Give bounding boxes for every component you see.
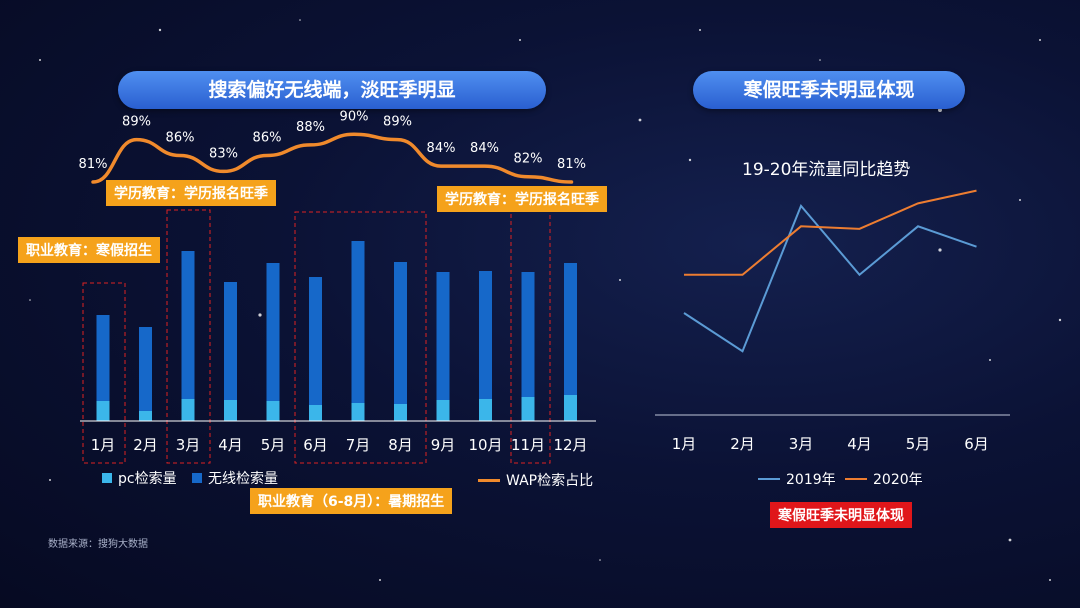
legend-pc-label: pc检索量 bbox=[118, 471, 177, 487]
bar-wireless-4 bbox=[224, 282, 237, 400]
bar-pc-6 bbox=[309, 405, 322, 421]
x-tick-labels: 1月 2月 3月 4月 5月 6月 7月 8月 9月 10月 11月 12月 bbox=[91, 436, 588, 454]
bar-pc-3 bbox=[181, 399, 195, 421]
highlight-mar bbox=[166, 209, 211, 464]
bar-series bbox=[96, 241, 577, 421]
bar-wireless-7 bbox=[351, 241, 365, 403]
bar-wireless-12 bbox=[564, 263, 577, 395]
right-x-tick-3: 3月 bbox=[789, 435, 814, 453]
legend-2019: 2019年 bbox=[758, 469, 836, 489]
bar-pc-2 bbox=[139, 411, 152, 421]
line-2020 bbox=[684, 189, 977, 276]
bar-pc-5 bbox=[266, 401, 280, 421]
bar-pc-1 bbox=[96, 401, 110, 421]
right-badge: 寒假旺季未明显体现 bbox=[770, 502, 912, 528]
x-tick-5: 5月 bbox=[261, 436, 286, 454]
wap-label-5: 86% bbox=[253, 131, 282, 146]
left-title-pill: 搜索偏好无线端，淡旺季明显 bbox=[118, 71, 546, 109]
right-x-tick-6: 6月 bbox=[964, 435, 989, 453]
x-tick-6: 6月 bbox=[303, 436, 328, 454]
wap-label-8: 89% bbox=[383, 115, 412, 130]
right-x-tick-5: 5月 bbox=[906, 435, 931, 453]
bar-pc-12 bbox=[564, 395, 577, 421]
legend-pc: pc检索量 bbox=[102, 468, 177, 488]
bar-wireless-2 bbox=[139, 327, 152, 411]
x-tick-4: 4月 bbox=[218, 436, 243, 454]
x-tick-9: 9月 bbox=[431, 436, 456, 454]
highlight-boxes bbox=[82, 197, 551, 464]
right-x-tick-2: 2月 bbox=[730, 435, 755, 453]
wap-label-4: 83% bbox=[209, 146, 238, 161]
tag-vocational-summer: 职业教育（6-8月）：暑期招生 bbox=[250, 488, 453, 514]
bar-wireless-6 bbox=[309, 277, 322, 405]
x-tick-10: 10月 bbox=[468, 436, 502, 454]
x-tick-11: 11月 bbox=[511, 436, 545, 454]
bar-wireless-8 bbox=[394, 262, 407, 404]
bar-wireless-3 bbox=[181, 251, 195, 399]
legend-wireless: 无线检索量 bbox=[192, 468, 278, 488]
wap-ratio-labels: 81% 89% 86% 83% 86% 88% 90% 89% 84% 84% 82% 81% bbox=[79, 109, 586, 172]
wap-label-6: 88% bbox=[296, 120, 325, 135]
bar-pc-8 bbox=[394, 404, 407, 421]
legend-wap: WAP检索占比 bbox=[478, 470, 593, 490]
x-tick-8: 8月 bbox=[388, 436, 413, 454]
x-tick-7: 7月 bbox=[346, 436, 371, 454]
legend-2020-label: 2020年 bbox=[873, 472, 923, 488]
line-2019 bbox=[683, 203, 977, 353]
wap-ratio-line bbox=[91, 132, 574, 184]
legend-2019-label: 2019年 bbox=[786, 472, 836, 488]
bar-wireless-5 bbox=[266, 263, 280, 401]
wap-label-10: 84% bbox=[470, 141, 499, 156]
right-x-tick-1: 1月 bbox=[672, 435, 697, 453]
tag-edu-right: 学历教育：学历报名旺季 bbox=[437, 186, 607, 212]
legend-2019-swatch bbox=[758, 478, 780, 480]
wap-label-1: 81% bbox=[79, 157, 108, 172]
legend-wap-swatch bbox=[478, 478, 500, 482]
x-tick-3: 3月 bbox=[176, 436, 201, 454]
bar-pc-7 bbox=[351, 403, 365, 421]
bar-pc-11 bbox=[521, 397, 535, 421]
right-chart-title: 19-20年流量同比趋势 bbox=[742, 160, 911, 180]
legend-2020: 2020年 bbox=[845, 469, 923, 489]
tag-edu-top: 学历教育：学历报名旺季 bbox=[106, 180, 276, 206]
highlight-nov bbox=[510, 197, 551, 464]
wap-label-3: 86% bbox=[166, 131, 195, 146]
x-tick-2: 2月 bbox=[133, 436, 158, 454]
data-source: 数据来源：搜狗大数据 bbox=[48, 539, 148, 550]
bar-pc-9 bbox=[436, 400, 450, 421]
wap-label-11: 82% bbox=[514, 152, 543, 167]
right-x-tick-labels: 1月 2月 3月 4月 5月 6月 bbox=[672, 435, 989, 453]
bar-wireless-9 bbox=[436, 272, 450, 400]
bar-pc-10 bbox=[479, 399, 492, 421]
bar-wireless-1 bbox=[96, 315, 110, 401]
wap-label-12: 81% bbox=[557, 157, 586, 172]
tag-vocational-winter: 职业教育：寒假招生 bbox=[18, 237, 160, 263]
x-tick-12: 12月 bbox=[553, 436, 587, 454]
legend-wap-label: WAP检索占比 bbox=[506, 473, 594, 489]
right-x-tick-4: 4月 bbox=[847, 435, 872, 453]
wap-label-7: 90% bbox=[340, 109, 369, 124]
right-title-pill: 寒假旺季未明显体现 bbox=[693, 71, 965, 109]
legend-pc-swatch bbox=[102, 473, 112, 483]
bar-wireless-10 bbox=[479, 271, 492, 399]
bar-wireless-11 bbox=[521, 272, 535, 397]
highlight-jun-aug bbox=[294, 211, 427, 464]
legend-wireless-label: 无线检索量 bbox=[208, 471, 278, 487]
legend-wireless-swatch bbox=[192, 473, 202, 483]
highlight-jan bbox=[82, 282, 126, 464]
wap-label-9: 84% bbox=[427, 141, 456, 156]
x-tick-1: 1月 bbox=[91, 436, 116, 454]
wap-label-2: 89% bbox=[122, 115, 151, 130]
legend-2020-swatch bbox=[845, 478, 867, 480]
bar-pc-4 bbox=[224, 400, 237, 421]
